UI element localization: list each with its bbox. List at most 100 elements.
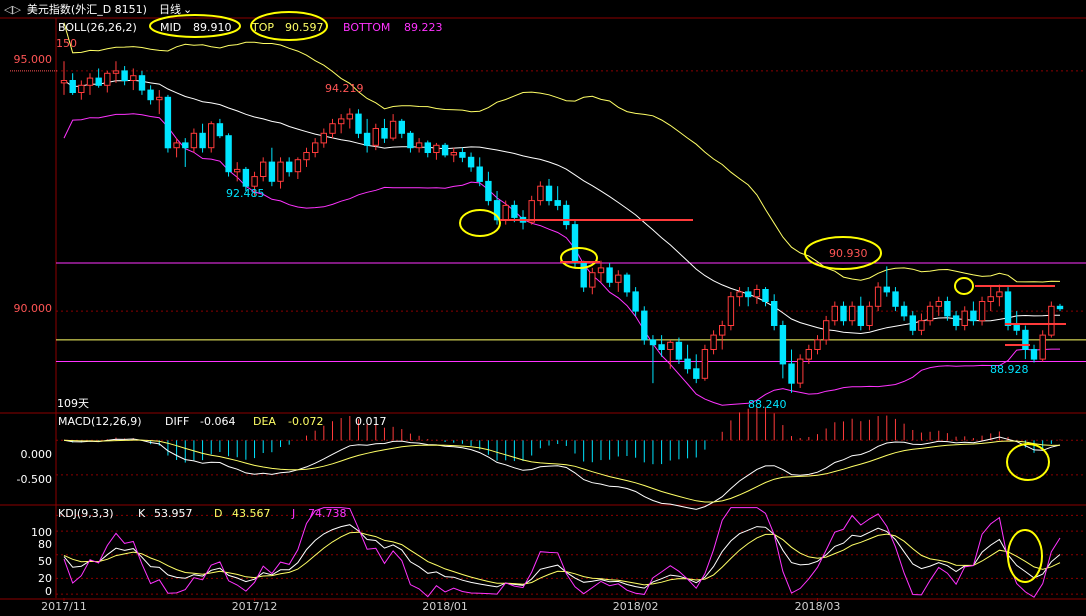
macd-diff-label: DIFF: [165, 415, 189, 428]
candle-body: [268, 161, 276, 182]
candle-body: [952, 315, 960, 326]
candle-body: [476, 166, 483, 182]
candle-body: [701, 349, 709, 379]
candle-body: [147, 89, 154, 101]
candle-body: [762, 289, 769, 302]
candle-body: [121, 70, 128, 82]
candle-body: [363, 132, 371, 146]
reference-lines: [56, 262, 1086, 363]
annotation-circle: [459, 209, 501, 237]
candle-body: [1048, 305, 1055, 336]
candle-body: [112, 70, 120, 74]
candle-body: [693, 368, 700, 379]
candle-body: [987, 296, 994, 303]
candle-body: [441, 144, 449, 156]
candle-body: [182, 142, 189, 149]
annotation-circle: [149, 14, 241, 38]
kdj-d-label: D: [214, 507, 222, 520]
candle-body: [415, 142, 423, 149]
candle-body: [69, 80, 76, 93]
annotation-circle: [804, 236, 882, 270]
annotation-circle: [1006, 443, 1050, 481]
left-value-label: 150: [56, 37, 77, 50]
kdj-panel: [63, 507, 1061, 598]
candle-body: [511, 204, 518, 218]
period-selector[interactable]: 日线 ⌄: [159, 1, 192, 17]
candle-body: [338, 118, 345, 125]
candle-body: [831, 305, 838, 322]
candle-body: [502, 204, 509, 221]
x-tick-label: 2018/02: [613, 600, 659, 613]
candle-body: [156, 96, 163, 101]
kdj-tick-0: 0: [45, 585, 52, 598]
chart-header: ◁▷ 美元指数(外汇_D 8151) 日线 ⌄: [4, 1, 192, 17]
kdj-d-value: 43.567: [232, 507, 271, 520]
candle-body: [944, 301, 951, 317]
candle-body: [312, 142, 319, 153]
candle-body: [138, 75, 146, 91]
candle-body: [329, 123, 336, 134]
candle-body: [86, 77, 94, 86]
candle-body: [381, 128, 388, 139]
candle-body: [407, 132, 414, 149]
high1-label: 94.219: [325, 82, 364, 95]
candle-body: [60, 80, 68, 84]
left-right-arrows-icon[interactable]: ◁▷: [4, 2, 21, 16]
candle-body: [1004, 291, 1012, 326]
candle-body: [355, 113, 362, 134]
candle-body: [641, 310, 648, 341]
candle-body: [797, 358, 804, 384]
candle-body: [710, 334, 717, 351]
candle-body: [771, 301, 778, 326]
candle-body: [632, 291, 639, 312]
candle-body: [485, 180, 492, 202]
candle-body: [303, 152, 310, 161]
candle-body: [623, 274, 631, 293]
candle-body: [130, 75, 137, 81]
macd-dea-value: -0.072: [288, 415, 323, 428]
candle-body: [597, 267, 605, 274]
candle-body: [935, 301, 942, 307]
candle-body: [866, 305, 873, 326]
low3-label: 88.928: [990, 363, 1029, 376]
candle-body: [658, 344, 665, 351]
candle-body: [753, 289, 761, 298]
candle-body: [745, 291, 752, 298]
candle-body: [909, 315, 916, 331]
candle-body: [606, 267, 613, 283]
candle-body: [242, 168, 250, 187]
candle-body: [779, 325, 787, 365]
candle-body: [104, 72, 111, 86]
kdj-j-line: [63, 507, 1061, 598]
annotation-circle: [1007, 529, 1043, 583]
x-axis: 2017/11 2017/12 2018/01 2018/02 2018/03: [41, 598, 840, 613]
high2-label: 90.930: [829, 247, 868, 260]
candle-body: [900, 305, 908, 317]
annotation-circle: [560, 247, 598, 269]
candle-body: [424, 142, 432, 153]
candle-body: [788, 363, 795, 384]
kdj-d-line: [63, 531, 1061, 586]
candle-body: [208, 123, 215, 149]
boll-bottom-label: BOTTOM: [343, 21, 390, 34]
candle-body: [346, 113, 354, 120]
candle-body: [190, 132, 198, 149]
boll-mid-line: [63, 79, 1061, 335]
candle-body: [372, 128, 380, 146]
candle-body: [450, 152, 458, 156]
kdj-k-line: [63, 524, 1061, 589]
kdj-tick-100: 100: [31, 526, 52, 539]
annotation-circle: [954, 277, 974, 295]
candle-body: [173, 142, 180, 149]
x-tick-label: 2017/12: [232, 600, 278, 613]
candle-body: [840, 305, 847, 322]
kdj-tick-50: 50: [38, 555, 52, 568]
low2-label: 88.240: [748, 398, 787, 411]
candle-body: [996, 291, 1003, 298]
kdj-label: KDJ(9,3,3): [58, 507, 114, 520]
candle-body: [823, 320, 830, 341]
candle-body: [926, 305, 934, 322]
candle-body: [1013, 325, 1020, 331]
low1-label: 92.485: [226, 187, 265, 200]
candle-body: [467, 156, 475, 168]
